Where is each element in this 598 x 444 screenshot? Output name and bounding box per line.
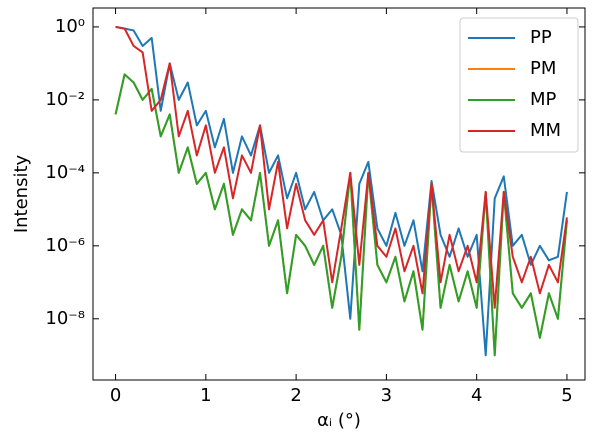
series-line [115,25,568,357]
legend-label: MM [530,120,561,141]
y-tick-label: 10⁻² [45,89,85,110]
x-tick-label: 5 [561,385,572,406]
legend-label: PP [530,27,552,48]
x-axis-label: αᵢ (°) [317,410,361,431]
y-tick-label: 10⁰ [55,16,85,37]
x-tick-label: 4 [471,385,482,406]
series-line [115,25,568,309]
y-tick-label: 10⁻⁴ [45,162,85,183]
legend-label: PM [530,58,556,79]
series-line [114,73,568,357]
y-tick-label: 10⁻⁶ [45,235,85,256]
x-tick-label: 3 [381,385,392,406]
legend-box [459,17,579,153]
x-tick-label: 2 [290,385,301,406]
x-tick-label: 0 [110,385,121,406]
y-axis-label: Intensity [11,154,32,233]
plot-frame [92,7,586,381]
legend-label: MP [530,89,557,110]
y-tick-label: 10⁻⁸ [45,308,85,329]
x-tick-label: 1 [200,385,211,406]
